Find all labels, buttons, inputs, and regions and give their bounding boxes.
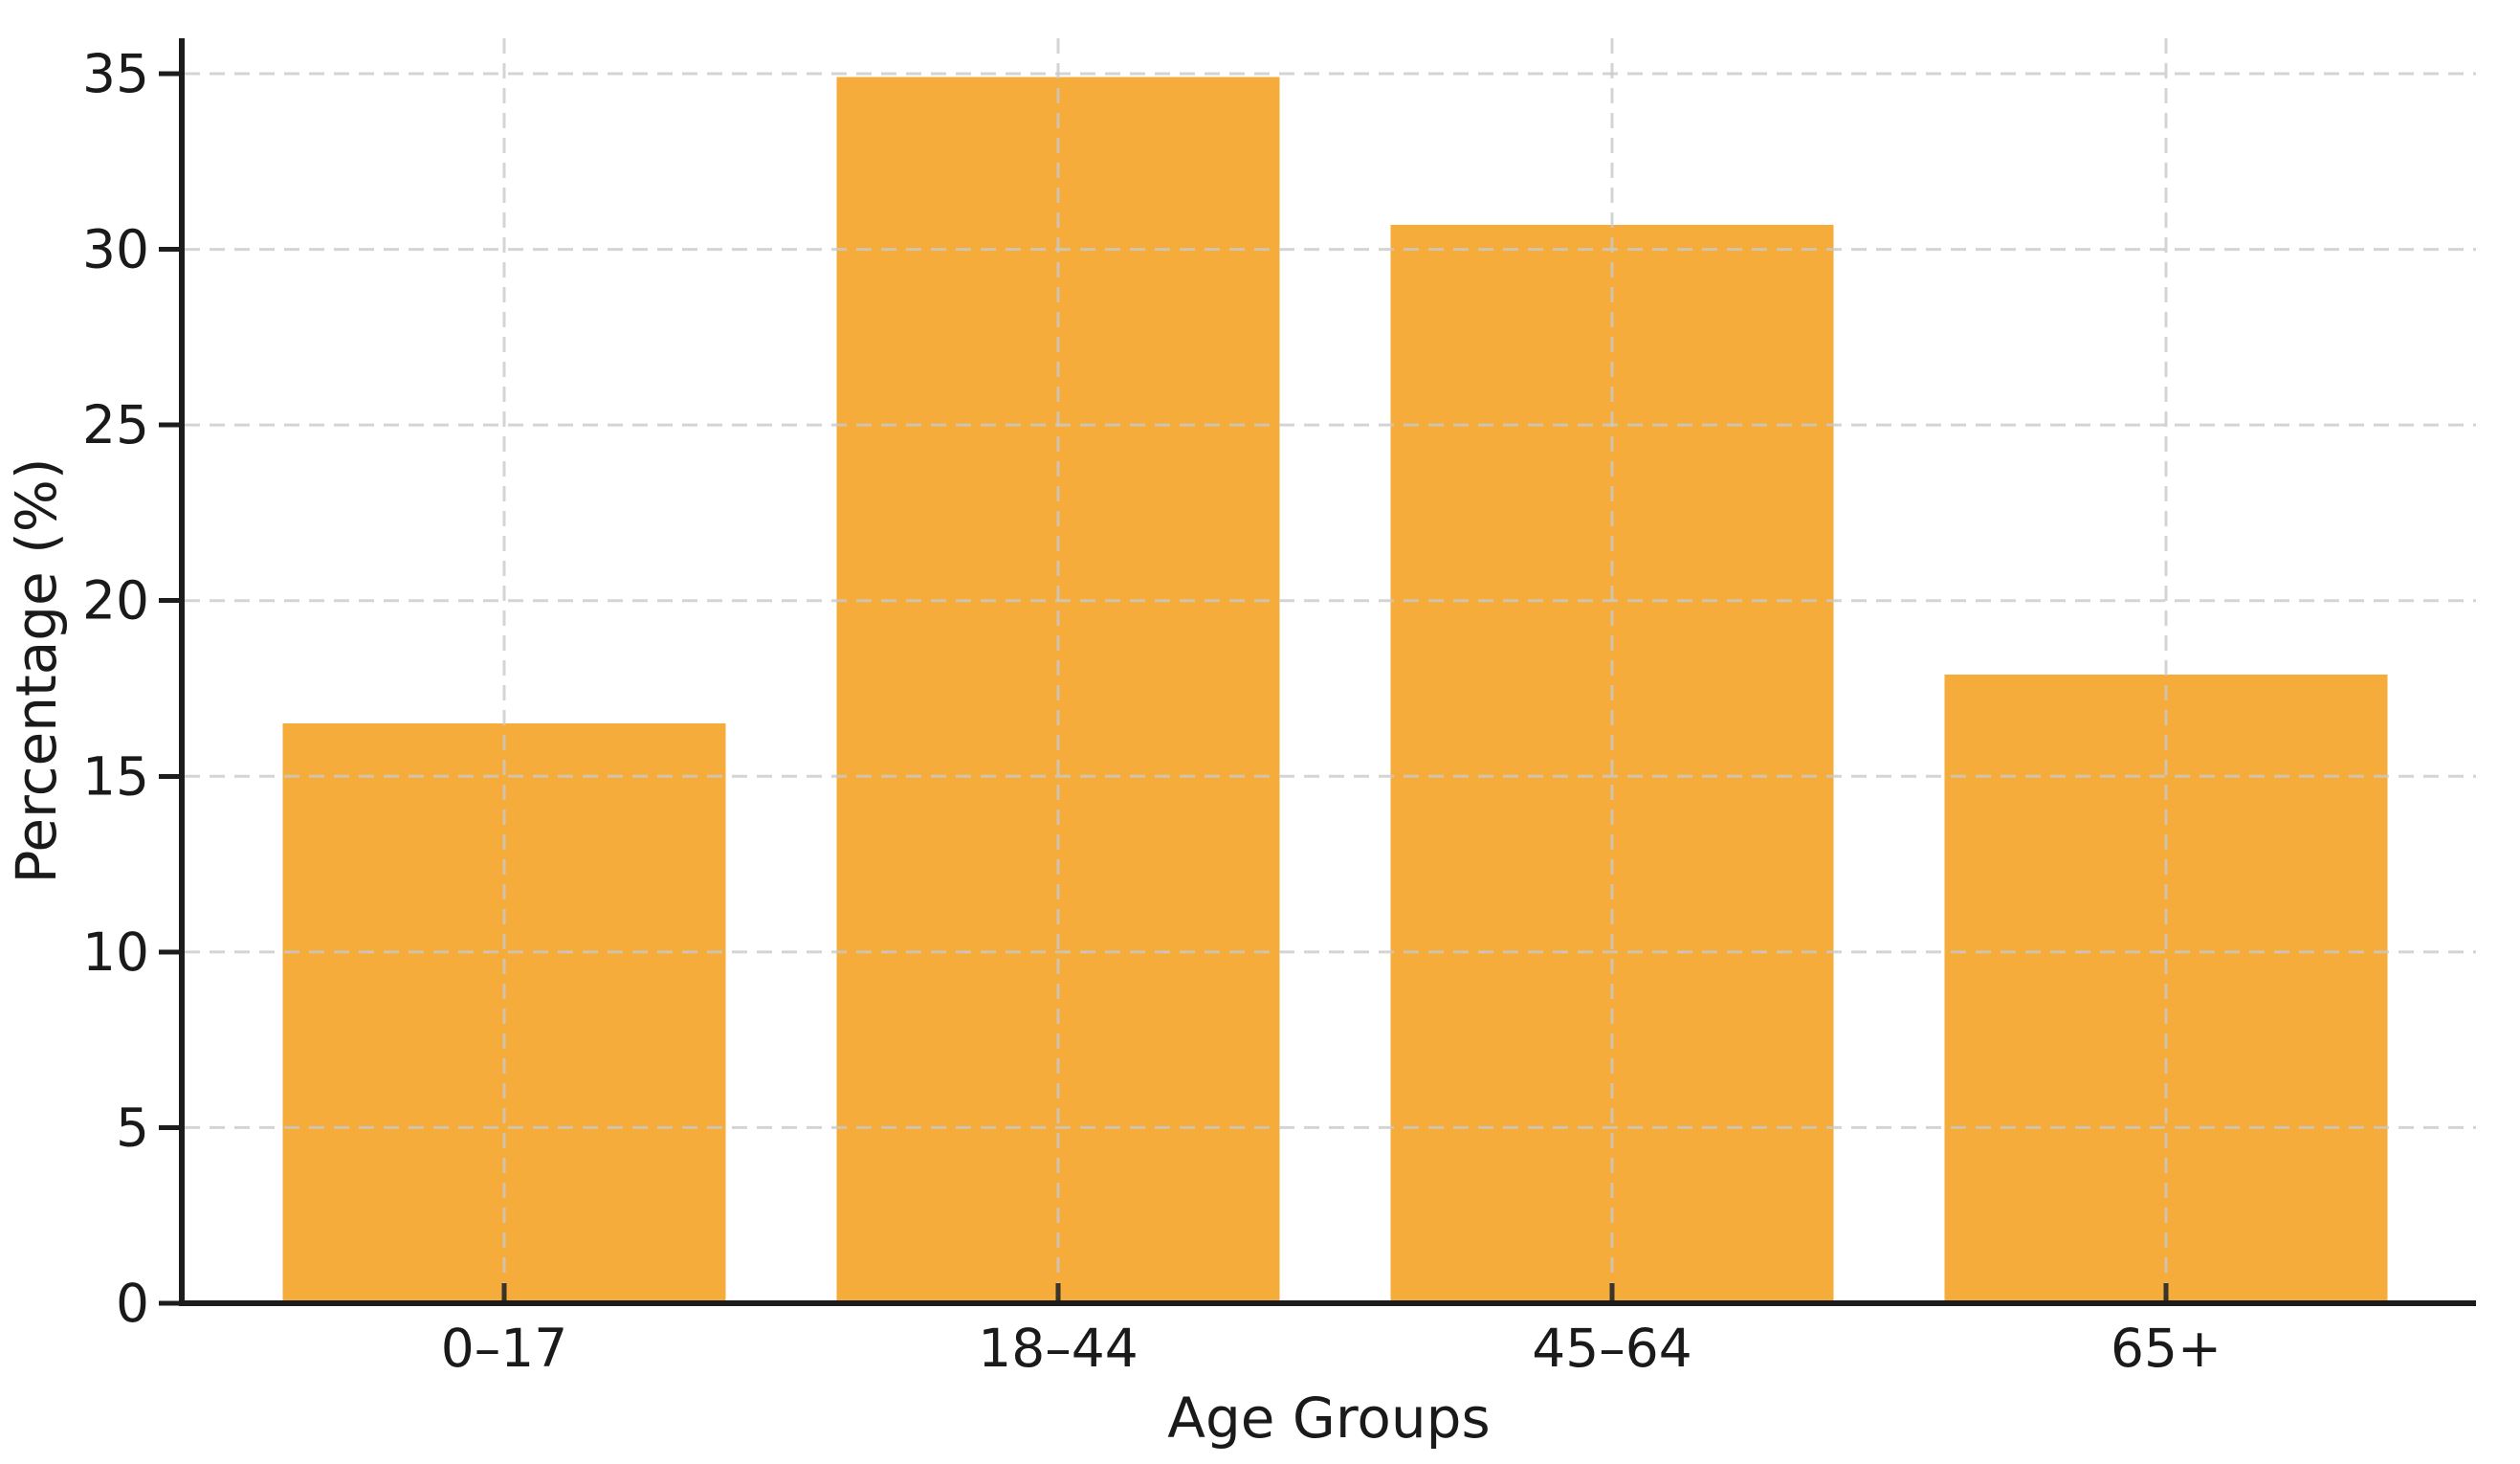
x-axis-title: Age Groups — [1167, 1386, 1490, 1451]
y-tick-label: 25 — [82, 394, 149, 455]
y-tick-label: 20 — [82, 570, 149, 632]
x-tick-label: 0–17 — [441, 1318, 567, 1379]
x-tick-label: 65+ — [2111, 1318, 2222, 1379]
y-axis-title: Percentage (%) — [4, 457, 69, 883]
y-tick-label: 0 — [116, 1273, 149, 1334]
x-tick-label: 45–64 — [1532, 1318, 1691, 1379]
y-tick-label: 35 — [82, 43, 149, 104]
x-tick-label: 18–44 — [978, 1318, 1138, 1379]
y-tick-label: 5 — [116, 1097, 149, 1158]
y-tick-label: 10 — [82, 921, 149, 983]
y-tick-label: 15 — [82, 745, 149, 807]
y-tick-label: 30 — [82, 219, 149, 280]
